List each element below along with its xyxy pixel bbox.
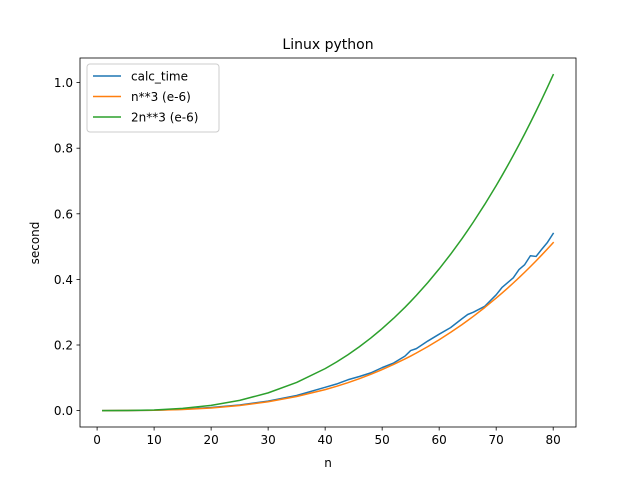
y-tick-label: 0.2	[54, 339, 73, 353]
x-tick-label: 70	[489, 433, 504, 447]
x-axis-label: n	[324, 456, 332, 470]
series-line-1	[102, 241, 555, 412]
y-tick-label: 1.0	[54, 76, 73, 90]
series-line-2	[102, 73, 555, 412]
x-tick-label: 30	[260, 433, 275, 447]
x-tick-label: 80	[546, 433, 561, 447]
y-axis: 0.0 0.2 0.4 0.6 0.8 1.0	[54, 76, 80, 418]
x-tick-label: 50	[375, 433, 390, 447]
axes-frame	[79, 57, 577, 428]
legend-items: calc_time n**3 (e-6) 2n**3 (e-6)	[93, 70, 198, 125]
x-tick-label: 0	[93, 433, 101, 447]
legend-label-1: n**3 (e-6)	[131, 90, 191, 104]
legend-box	[86, 63, 220, 133]
legend: calc_time n**3 (e-6) 2n**3 (e-6)	[86, 63, 220, 133]
x-tick-label: 60	[432, 433, 447, 447]
x-tick-label: 10	[146, 433, 161, 447]
y-tick-label: 0.8	[54, 142, 73, 156]
y-axis-label: second	[28, 222, 42, 265]
x-tick-label: 20	[203, 433, 218, 447]
series-layer	[102, 73, 555, 412]
legend-label-0: calc_time	[131, 70, 188, 84]
legend-label-2: 2n**3 (e-6)	[131, 111, 198, 125]
y-tick-label: 0.4	[54, 273, 73, 287]
x-axis: 0 10 20 30 40 50 60 70 80	[93, 427, 561, 447]
y-tick-label: 0.6	[54, 207, 73, 221]
y-tick-label: 0.0	[54, 404, 73, 418]
chart-title: Linux python	[282, 37, 373, 53]
x-tick-label: 40	[318, 433, 333, 447]
